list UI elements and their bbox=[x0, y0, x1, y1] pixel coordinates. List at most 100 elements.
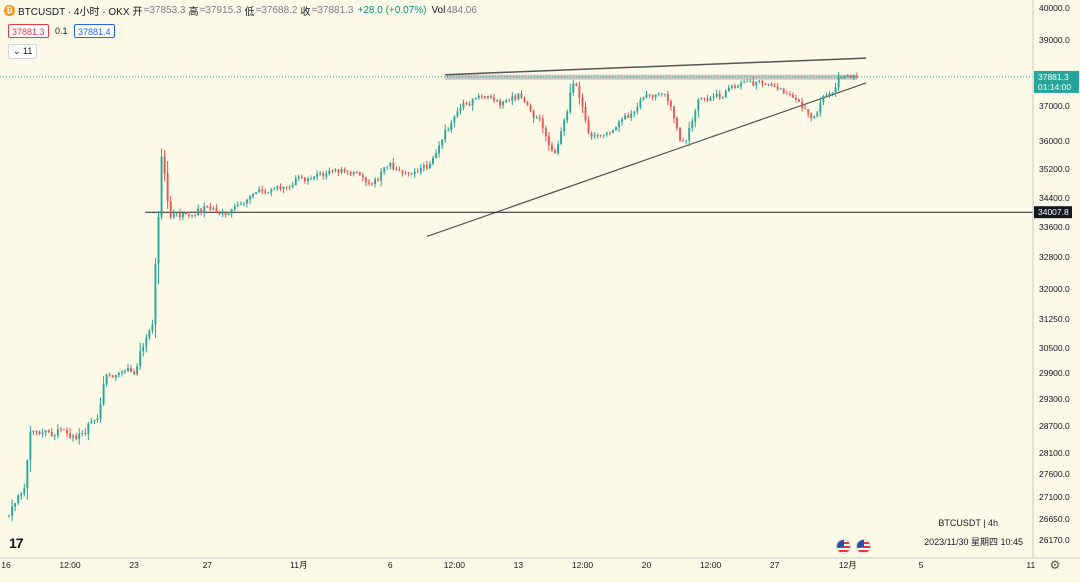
us-flag-event-icon[interactable] bbox=[836, 539, 851, 554]
candle-body bbox=[374, 179, 376, 185]
candle-body bbox=[203, 206, 206, 213]
indicators-toggle[interactable]: ⌄ 11 bbox=[8, 44, 38, 59]
candle-body bbox=[279, 185, 282, 190]
candle-body bbox=[14, 503, 17, 507]
candle-body bbox=[849, 75, 852, 78]
y-tick-label: 28700.0 bbox=[1039, 421, 1070, 431]
candle-body bbox=[682, 140, 685, 142]
candle-body bbox=[746, 81, 749, 83]
candle-body bbox=[584, 106, 587, 121]
candle-body bbox=[142, 346, 145, 352]
buy-button[interactable]: 37881.4 bbox=[74, 24, 115, 38]
candle-body bbox=[688, 128, 691, 141]
candle-body bbox=[69, 433, 71, 438]
y-tick-label: 28100.0 bbox=[1039, 448, 1070, 458]
candle-body bbox=[837, 77, 840, 88]
price-axis-panel[interactable] bbox=[1033, 0, 1080, 578]
y-tick-label: 40000.0 bbox=[1039, 3, 1070, 13]
volume-value: 484.06 bbox=[446, 4, 477, 16]
candle-body bbox=[587, 120, 590, 133]
candle-body bbox=[517, 93, 520, 100]
candle-body bbox=[642, 97, 645, 100]
y-tick-label: 36000.0 bbox=[1039, 136, 1070, 146]
candle-body bbox=[435, 153, 437, 158]
candle-body bbox=[84, 432, 87, 435]
candle-body bbox=[624, 115, 627, 120]
settings-gear-icon[interactable]: ⚙ bbox=[1049, 558, 1061, 572]
spread-value: 0.1 bbox=[55, 26, 68, 36]
candle-body bbox=[371, 183, 373, 185]
candle-body bbox=[29, 431, 32, 461]
candle-body bbox=[75, 435, 78, 439]
candle-body bbox=[38, 431, 41, 435]
candle-body bbox=[432, 157, 434, 164]
candle-body bbox=[200, 208, 203, 213]
candle-body bbox=[325, 173, 328, 177]
candle-body bbox=[224, 212, 227, 215]
x-tick-label: 11月 bbox=[290, 560, 307, 570]
candle-body bbox=[852, 75, 855, 78]
candle-body bbox=[310, 178, 312, 180]
candle-body bbox=[560, 131, 563, 144]
candle-body bbox=[93, 419, 96, 421]
candle-body bbox=[334, 169, 337, 172]
candle-body bbox=[23, 488, 26, 494]
candle-body bbox=[727, 87, 730, 92]
price-axis[interactable]: 40000.0 39000.0 37000.0 36000.0 35200.0 34400… bbox=[1039, 3, 1070, 545]
us-flag-event-icon[interactable] bbox=[856, 539, 871, 554]
candle-body bbox=[401, 170, 404, 174]
candle-body bbox=[843, 76, 846, 78]
candle-body bbox=[612, 130, 614, 133]
countdown-label: 01:14:00 bbox=[1038, 82, 1071, 92]
x-tick-label: 12:00 bbox=[700, 560, 722, 570]
y-tick-label: 35200.0 bbox=[1039, 164, 1070, 174]
y-tick-label: 29300.0 bbox=[1039, 394, 1070, 404]
candle-body bbox=[474, 98, 477, 100]
tradingview-logo[interactable]: 17 bbox=[9, 535, 24, 551]
candle-body bbox=[822, 95, 825, 103]
candle-body bbox=[596, 135, 599, 136]
candle-body bbox=[511, 96, 514, 101]
candle-body bbox=[53, 435, 56, 437]
candle-body bbox=[169, 201, 172, 218]
candle-body bbox=[230, 209, 233, 214]
candle-body bbox=[734, 85, 736, 88]
candle-body bbox=[221, 212, 224, 215]
candle-body bbox=[276, 185, 279, 189]
y-tick-label: 29900.0 bbox=[1039, 368, 1070, 378]
candle-body bbox=[804, 108, 807, 110]
candle-body bbox=[608, 132, 611, 134]
time-axis[interactable]: 16 12:00 23 27 11月 6 12:00 13 12:00 20 12:00 27 12月 5… bbox=[1, 560, 1035, 570]
candle-body bbox=[840, 77, 843, 79]
candle-body bbox=[364, 177, 367, 183]
candle-body bbox=[788, 93, 791, 95]
plot-area[interactable] bbox=[0, 0, 1033, 558]
candle-body bbox=[703, 98, 706, 100]
candle-body bbox=[191, 215, 193, 216]
candle-body bbox=[395, 169, 398, 171]
candle-body bbox=[108, 374, 111, 376]
candle-body bbox=[785, 93, 788, 95]
x-tick-label: 20 bbox=[642, 560, 652, 570]
candle-body bbox=[813, 116, 816, 119]
candle-body bbox=[712, 96, 715, 98]
candle-body bbox=[459, 107, 462, 112]
candle-body bbox=[337, 169, 340, 173]
candle-body bbox=[569, 92, 572, 112]
y-tick-label: 33600.0 bbox=[1039, 222, 1070, 232]
candle-body bbox=[770, 84, 773, 86]
symbol-title[interactable]: BTCUSDT · 4小时 · OKX bbox=[18, 6, 130, 18]
candle-body bbox=[355, 172, 358, 173]
candle-body bbox=[441, 139, 444, 146]
candle-body bbox=[358, 172, 361, 176]
sell-button[interactable]: 37881.3 bbox=[8, 24, 49, 38]
candle-body bbox=[615, 127, 617, 131]
candle-body bbox=[627, 115, 630, 118]
x-tick-label: 16 bbox=[1, 560, 11, 570]
candle-body bbox=[17, 495, 20, 504]
candle-body bbox=[307, 178, 309, 182]
candle-body bbox=[233, 205, 236, 209]
candle-body bbox=[352, 172, 355, 174]
